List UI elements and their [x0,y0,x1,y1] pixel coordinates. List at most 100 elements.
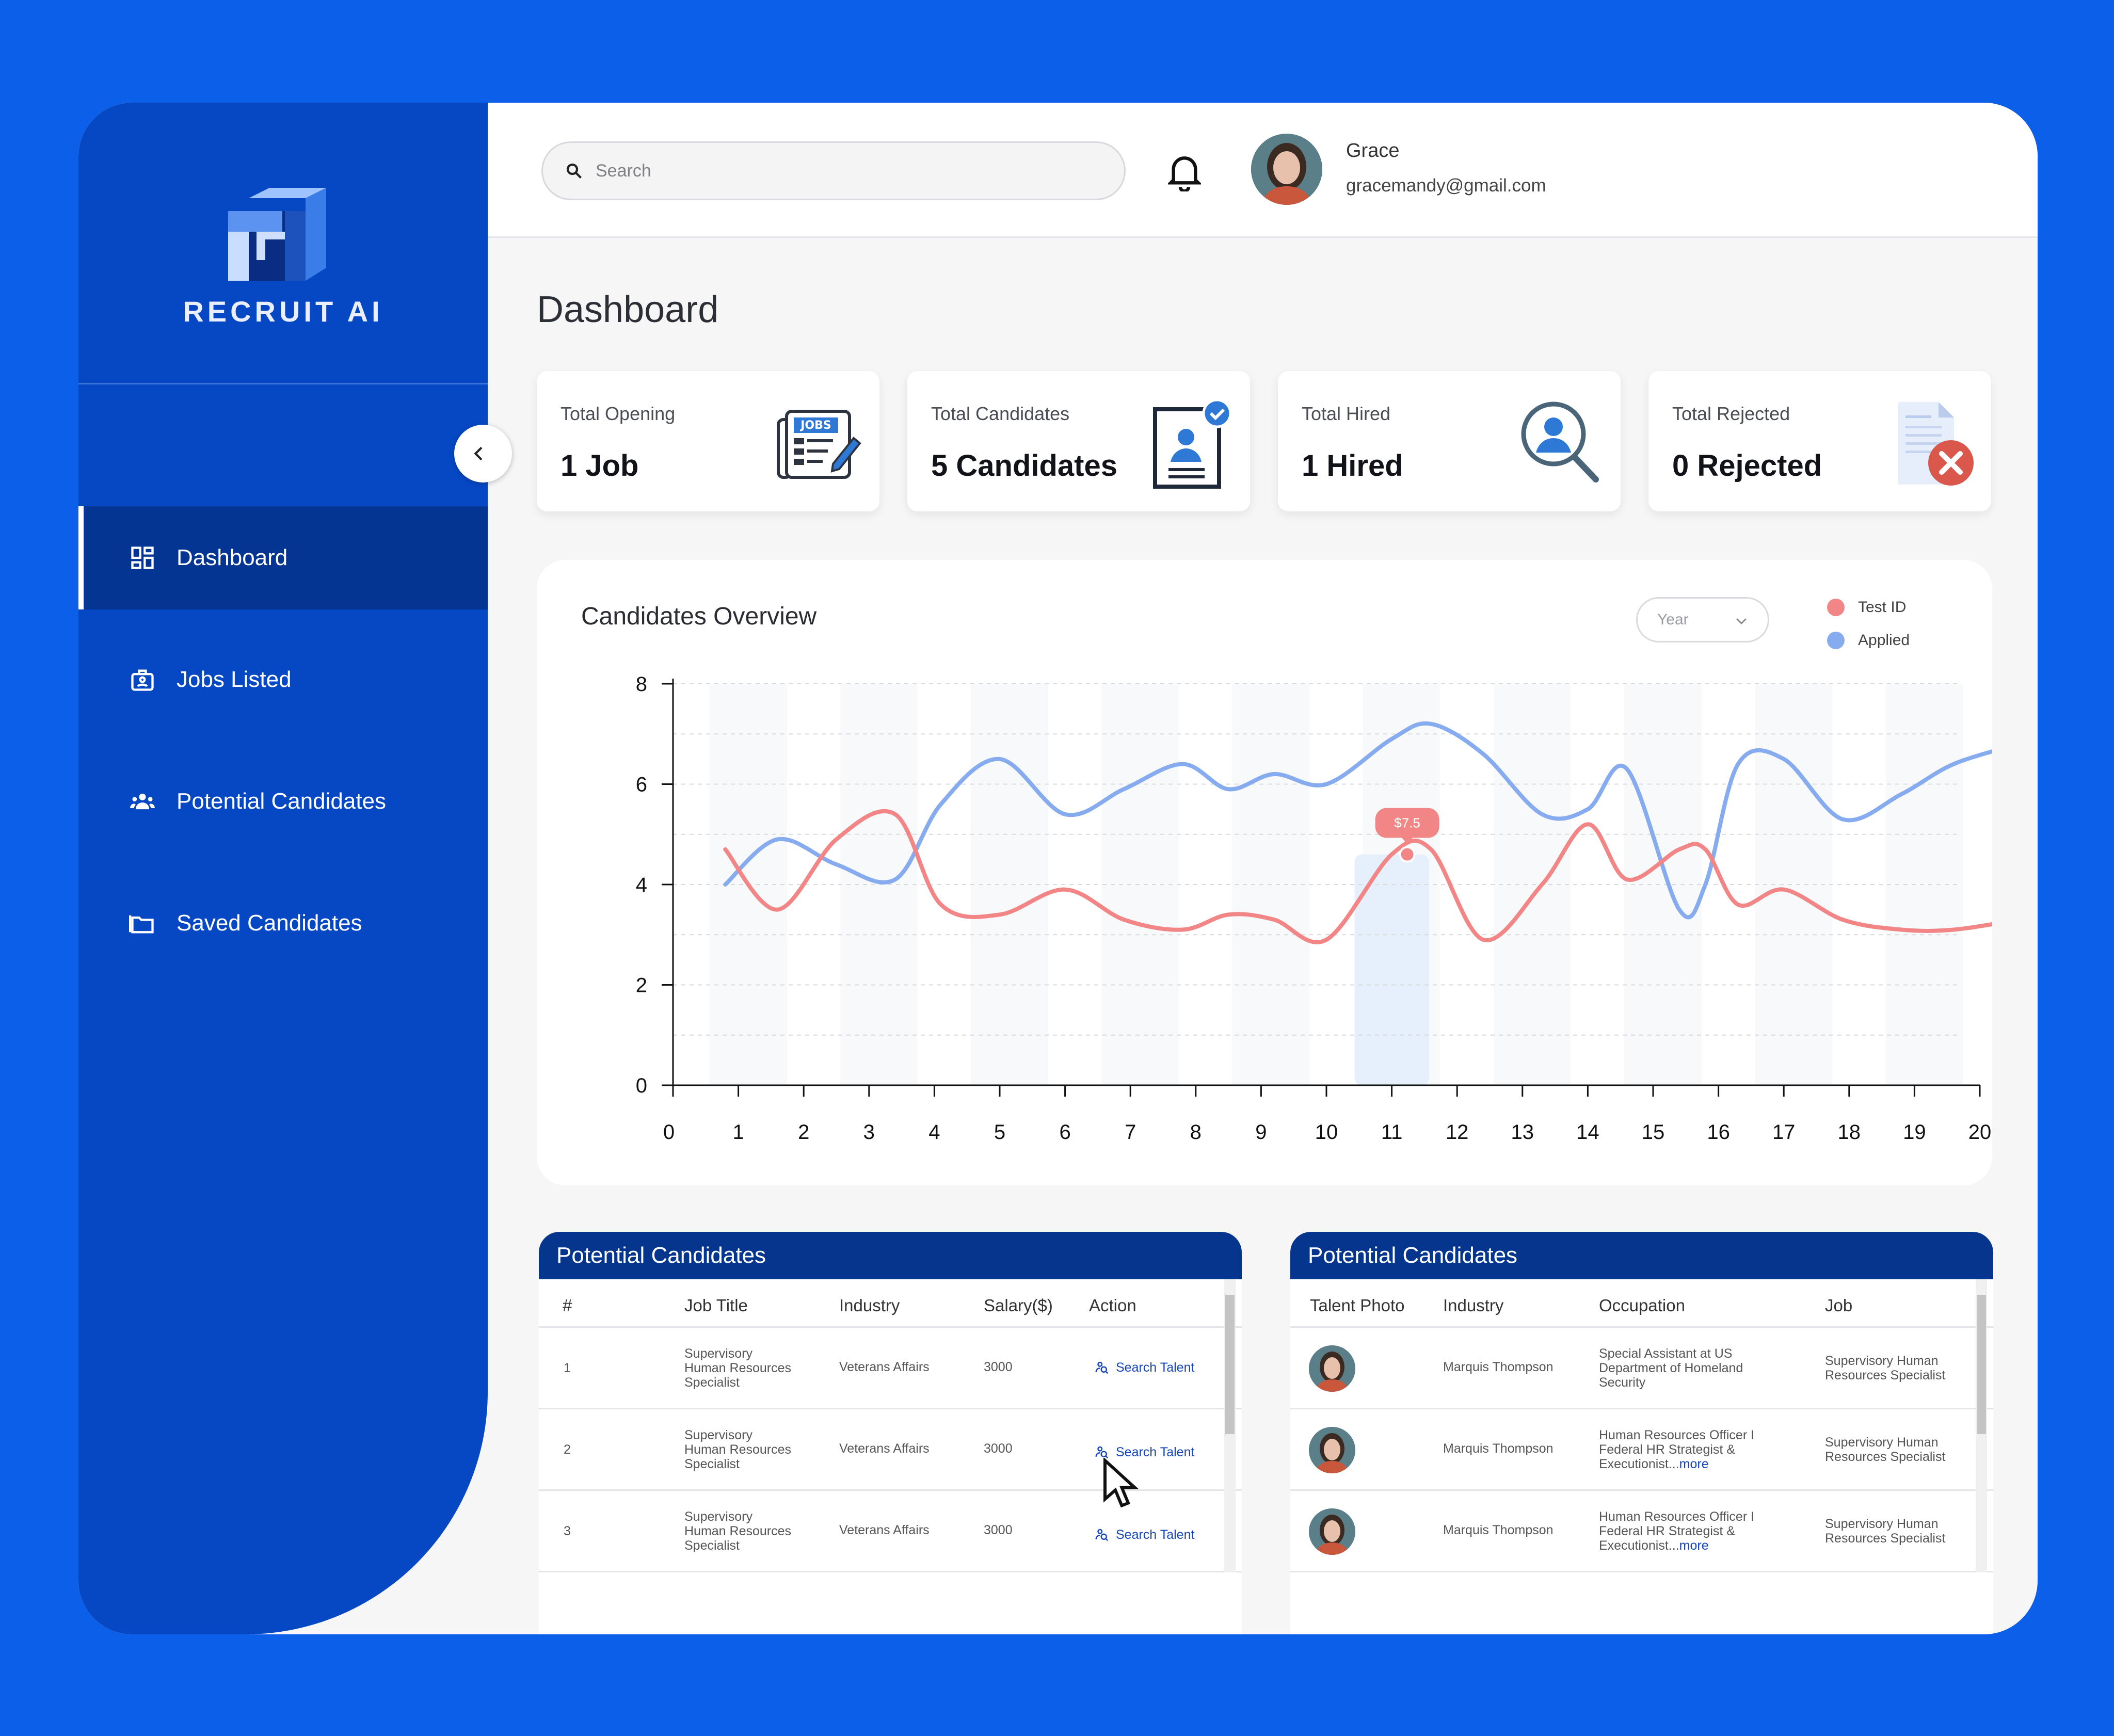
scrollbar-thumb[interactable] [1977,1295,1986,1434]
user-name: Grace [1346,140,1400,162]
chevron-down-icon [1736,618,1747,624]
talent-industry: Marquis Thompson [1443,1441,1554,1456]
search-talent-link[interactable]: Search Talent [1094,1360,1194,1375]
chart-tooltip [1375,808,1439,838]
chart-x-tick-label: 8 [1190,1121,1202,1144]
page-title: Dashboard [537,289,719,330]
chart-legend: Test ID Applied [1827,591,1910,657]
briefcase-icon [129,666,156,693]
chart-title: Candidates Overview [581,603,817,630]
talent-photo[interactable] [1309,1345,1355,1392]
scrollbar-thumb[interactable] [1225,1295,1235,1434]
job-title: Supervisory Human Resources Specialist [684,1509,792,1553]
chart-x-tick-label: 7 [1125,1121,1136,1144]
year-filter-value: Year [1657,611,1689,628]
row-number: 3 [564,1524,571,1538]
chart-x-tick-label: 11 [1381,1121,1403,1144]
dashboard-icon [129,544,156,571]
salary: 3000 [984,1360,1013,1374]
sidebar-item-saved-candidates[interactable]: Saved Candidates [78,872,488,975]
table-title: Potential Candidates [539,1232,1242,1279]
search-talent-link[interactable]: Search Talent [1094,1527,1194,1542]
stat-card-total-hired: Total Hired 1 Hired [1278,371,1621,511]
chart-y-tick-label: 6 [636,774,647,796]
brand-name: RECRUIT AI [183,295,383,328]
table-row: 1 Supervisory Human Resources Specialist V… [539,1328,1242,1409]
industry: Veterans Affairs [839,1360,930,1374]
table-row: Marquis Thompson Special Assistant at US… [1290,1328,1993,1409]
talent-occupation: Human Resources Officer I Federal HR Stra… [1599,1509,1755,1553]
chart-y-tick-label: 0 [636,1074,647,1097]
top-bar: Grace gracemandy@gmail.com [488,103,2038,238]
search-talent-link[interactable]: Search Talent [1094,1444,1194,1460]
chart-tooltip-label: $7.5 [1394,815,1420,831]
stat-label: Total Opening [560,403,676,424]
people-icon [129,788,156,815]
chart-x-tick-label: 6 [1059,1121,1070,1144]
search-input[interactable] [596,160,1060,181]
chart-x-tick-label: 14 [1576,1121,1599,1144]
folder-icon [129,910,156,937]
sidebar-nav: Dashboard Jobs Listed Po [78,506,488,993]
chart-y-tick-label: 2 [636,974,647,997]
chart-x-tick-label: 1 [732,1121,744,1144]
table-row: Marquis Thompson Human Resources Officer… [1290,1491,1993,1572]
legend-item-test-id: Test ID [1827,591,1910,624]
column-header: Occupation [1599,1296,1685,1315]
chart-x-tick-label: 4 [928,1121,940,1144]
search-icon [566,163,582,179]
table-title: Potential Candidates [1290,1232,1993,1279]
chart-x-tick-label: 10 [1315,1121,1338,1144]
svg-text:JOBS: JOBS [799,419,831,432]
sidebar-item-label: Dashboard [177,545,288,570]
candidate-profile-check-icon [1153,398,1232,489]
chart-tooltip-pointer [1401,837,1414,844]
talent-occupation: Human Resources Officer I Federal HR Stra… [1599,1428,1755,1471]
more-link[interactable]: more [1679,1538,1709,1553]
chart-x-tick-label: 15 [1642,1121,1665,1144]
notification-bell-icon[interactable] [1168,152,1201,191]
talent-job: Supervisory Human Resources Specialist [1825,1354,1946,1383]
chart-y-tick-label: 8 [636,673,647,696]
chart-series-line-test-id [723,809,1992,944]
talent-photo[interactable] [1309,1508,1355,1555]
potential-candidates-jobs-table: Potential Candidates # Job Title Industr… [539,1232,1242,1634]
chart-highlight-point [1399,846,1416,863]
chart-y-tick-label: 4 [636,874,647,896]
table-scrollbar[interactable] [1224,1279,1236,1572]
sidebar-divider [78,383,488,384]
industry: Veterans Affairs [839,1441,930,1456]
job-title: Supervisory Human Resources Specialist [684,1428,792,1471]
collapse-sidebar-button[interactable] [454,425,512,483]
user-avatar[interactable] [1251,134,1322,205]
search-box[interactable] [541,141,1126,200]
talent-industry: Marquis Thompson [1443,1523,1554,1537]
column-header: Industry [1443,1296,1504,1315]
app-window: RECRUIT AI Dashboard [78,103,2038,1634]
year-filter-dropdown[interactable]: Year [1636,597,1769,642]
stat-card-total-candidates: Total Candidates 5 Candidates [907,371,1250,511]
jobs-newspaper-icon: JOBS [777,410,861,479]
document-rejected-icon [1898,402,1974,486]
chart-x-tick-label: 19 [1903,1121,1926,1144]
legend-dot [1827,632,1845,649]
stat-value: 0 Rejected [1672,449,1822,483]
chart-x-tick-label: 0 [663,1121,675,1144]
column-header: Action [1089,1296,1136,1315]
magnifier-user-icon [1521,401,1599,483]
sidebar-item-dashboard[interactable]: Dashboard [78,506,488,609]
more-link[interactable]: more [1679,1457,1709,1471]
chart-x-tick-label: 13 [1511,1121,1534,1144]
user-search-icon [1095,1361,1109,1374]
legend-dot [1827,599,1845,616]
sidebar-item-potential-candidates[interactable]: Potential Candidates [78,750,488,853]
column-header: Industry [839,1296,900,1315]
sidebar-item-jobs-listed[interactable]: Jobs Listed [78,628,488,731]
table-scrollbar[interactable] [1976,1279,1987,1572]
legend-item-applied: Applied [1827,624,1910,657]
talent-photo[interactable] [1309,1427,1355,1473]
candidates-overview-card: 0 2 4 6 8 0 1 2 3 4 5 6 7 8 9 10 11 12 13 14 15 16 17 18 19 20 $7.… [537,560,1992,1185]
user-email: gracemandy@gmail.com [1346,175,1546,196]
chart-x-tick-label: 2 [798,1121,809,1144]
